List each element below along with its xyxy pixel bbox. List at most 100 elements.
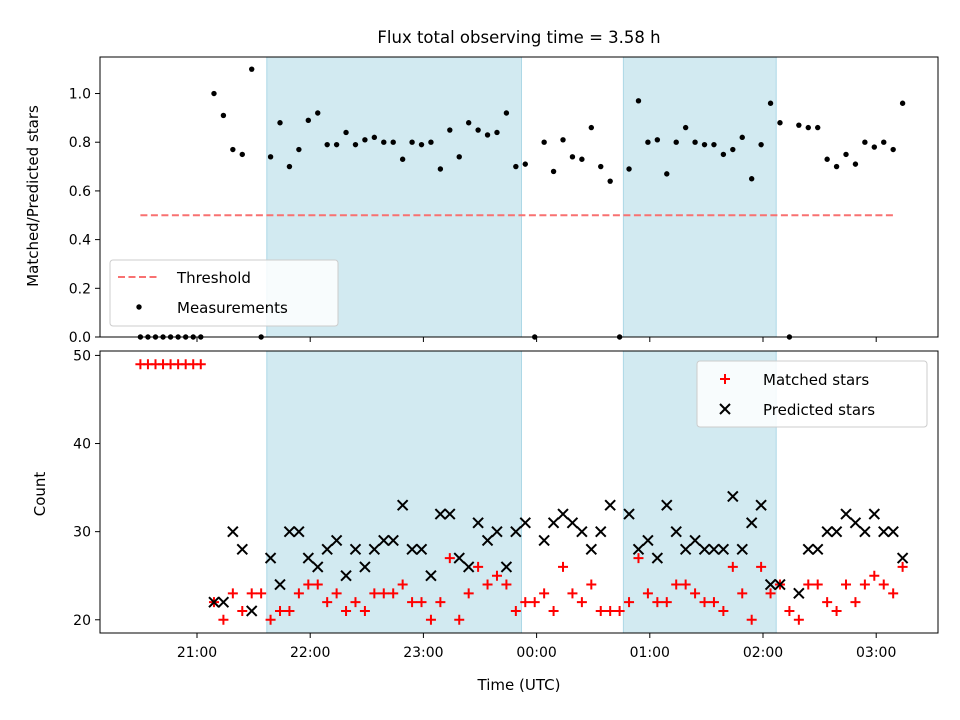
data-point xyxy=(227,525,239,538)
legend-matched-label: Matched stars xyxy=(763,371,869,389)
top-panel: 0.0 0.2 0.4 0.6 0.8 1.0 Threshold Measurements xyxy=(69,56,939,346)
data-point xyxy=(330,534,343,547)
data-point xyxy=(708,597,719,608)
data-point xyxy=(236,543,248,555)
data-point xyxy=(822,597,833,608)
data-point xyxy=(208,596,220,608)
data-point xyxy=(849,517,862,529)
data-point xyxy=(651,552,664,564)
data-point xyxy=(352,141,359,148)
bottom-x-tick-label: 21:00 xyxy=(177,645,217,661)
data-point xyxy=(623,508,635,520)
data-point xyxy=(501,579,512,590)
data-point xyxy=(434,508,447,520)
data-point xyxy=(548,605,559,616)
data-point xyxy=(805,124,811,131)
data-point xyxy=(312,561,324,573)
bottom-y-axis-label: Count xyxy=(31,472,49,517)
data-point xyxy=(737,588,748,599)
data-point xyxy=(220,112,227,119)
bottom-x-tick-label: 02:00 xyxy=(743,645,783,661)
bottom-series-matched-stars xyxy=(135,359,908,625)
top-series-measurements xyxy=(137,66,906,340)
data-point xyxy=(633,553,644,564)
data-point xyxy=(283,525,296,538)
data-point xyxy=(284,605,295,616)
bottom-x-tick-label: 03:00 xyxy=(856,645,896,661)
data-point xyxy=(296,146,302,153)
data-point xyxy=(767,100,774,106)
data-point xyxy=(239,151,245,158)
data-point xyxy=(484,132,491,138)
data-point xyxy=(567,588,578,599)
data-point xyxy=(388,588,399,599)
data-point xyxy=(746,614,757,625)
data-point xyxy=(444,508,456,520)
legend-measurements-swatch xyxy=(136,304,142,310)
data-point xyxy=(522,161,528,167)
data-point xyxy=(230,146,236,153)
bottom-legend: Matched stars Predicted stars xyxy=(696,360,928,428)
data-point xyxy=(277,120,283,126)
data-point xyxy=(899,100,906,106)
data-point xyxy=(840,508,852,520)
legend-measurements-label: Measurements xyxy=(177,299,288,317)
data-point xyxy=(896,552,909,564)
top-legend: Threshold Measurements xyxy=(109,259,339,327)
data-point xyxy=(425,570,437,582)
data-point xyxy=(661,499,673,511)
data-point xyxy=(642,534,654,547)
data-point xyxy=(871,144,878,150)
data-point xyxy=(569,154,576,160)
data-point xyxy=(396,499,409,511)
data-point xyxy=(275,605,286,616)
data-point xyxy=(802,543,814,555)
data-point xyxy=(793,587,805,600)
data-point xyxy=(859,579,870,590)
bottom-x-tick-label: 01:00 xyxy=(630,645,670,661)
bottom-y-tick-label: 50 xyxy=(73,348,91,364)
data-point xyxy=(830,525,843,538)
data-point xyxy=(453,552,465,564)
data-point xyxy=(371,134,378,141)
data-point xyxy=(833,163,840,170)
data-point xyxy=(503,110,510,116)
data-point xyxy=(869,570,880,581)
data-point xyxy=(671,579,682,590)
data-point xyxy=(416,597,427,608)
data-point xyxy=(305,117,312,124)
data-point xyxy=(689,534,701,547)
data-point xyxy=(246,605,258,617)
chart-title: Flux total observing time = 3.58 h xyxy=(377,28,660,47)
data-point xyxy=(217,596,230,608)
data-point xyxy=(547,517,560,529)
bottom-y-tick-label: 30 xyxy=(73,525,91,541)
data-point xyxy=(267,154,274,160)
data-point xyxy=(595,525,607,538)
data-point xyxy=(679,543,692,555)
data-point xyxy=(736,543,748,555)
data-point xyxy=(727,490,739,503)
data-point xyxy=(491,525,503,538)
data-point xyxy=(378,588,389,599)
data-point xyxy=(322,597,333,608)
data-point xyxy=(397,579,408,590)
data-point xyxy=(764,578,777,591)
data-point xyxy=(500,561,513,573)
data-point xyxy=(727,561,738,572)
data-point xyxy=(415,543,428,555)
data-point xyxy=(711,141,717,148)
data-point xyxy=(227,588,238,599)
data-point xyxy=(852,161,859,167)
data-point xyxy=(425,614,436,625)
data-point xyxy=(812,543,824,555)
bottom-x-tick-label: 23:00 xyxy=(403,645,443,661)
top-legend-box xyxy=(109,259,339,327)
data-point xyxy=(350,597,361,608)
data-point xyxy=(878,579,889,590)
data-point xyxy=(859,525,871,538)
data-point xyxy=(758,141,764,148)
data-point xyxy=(462,561,475,573)
data-point xyxy=(447,127,453,133)
